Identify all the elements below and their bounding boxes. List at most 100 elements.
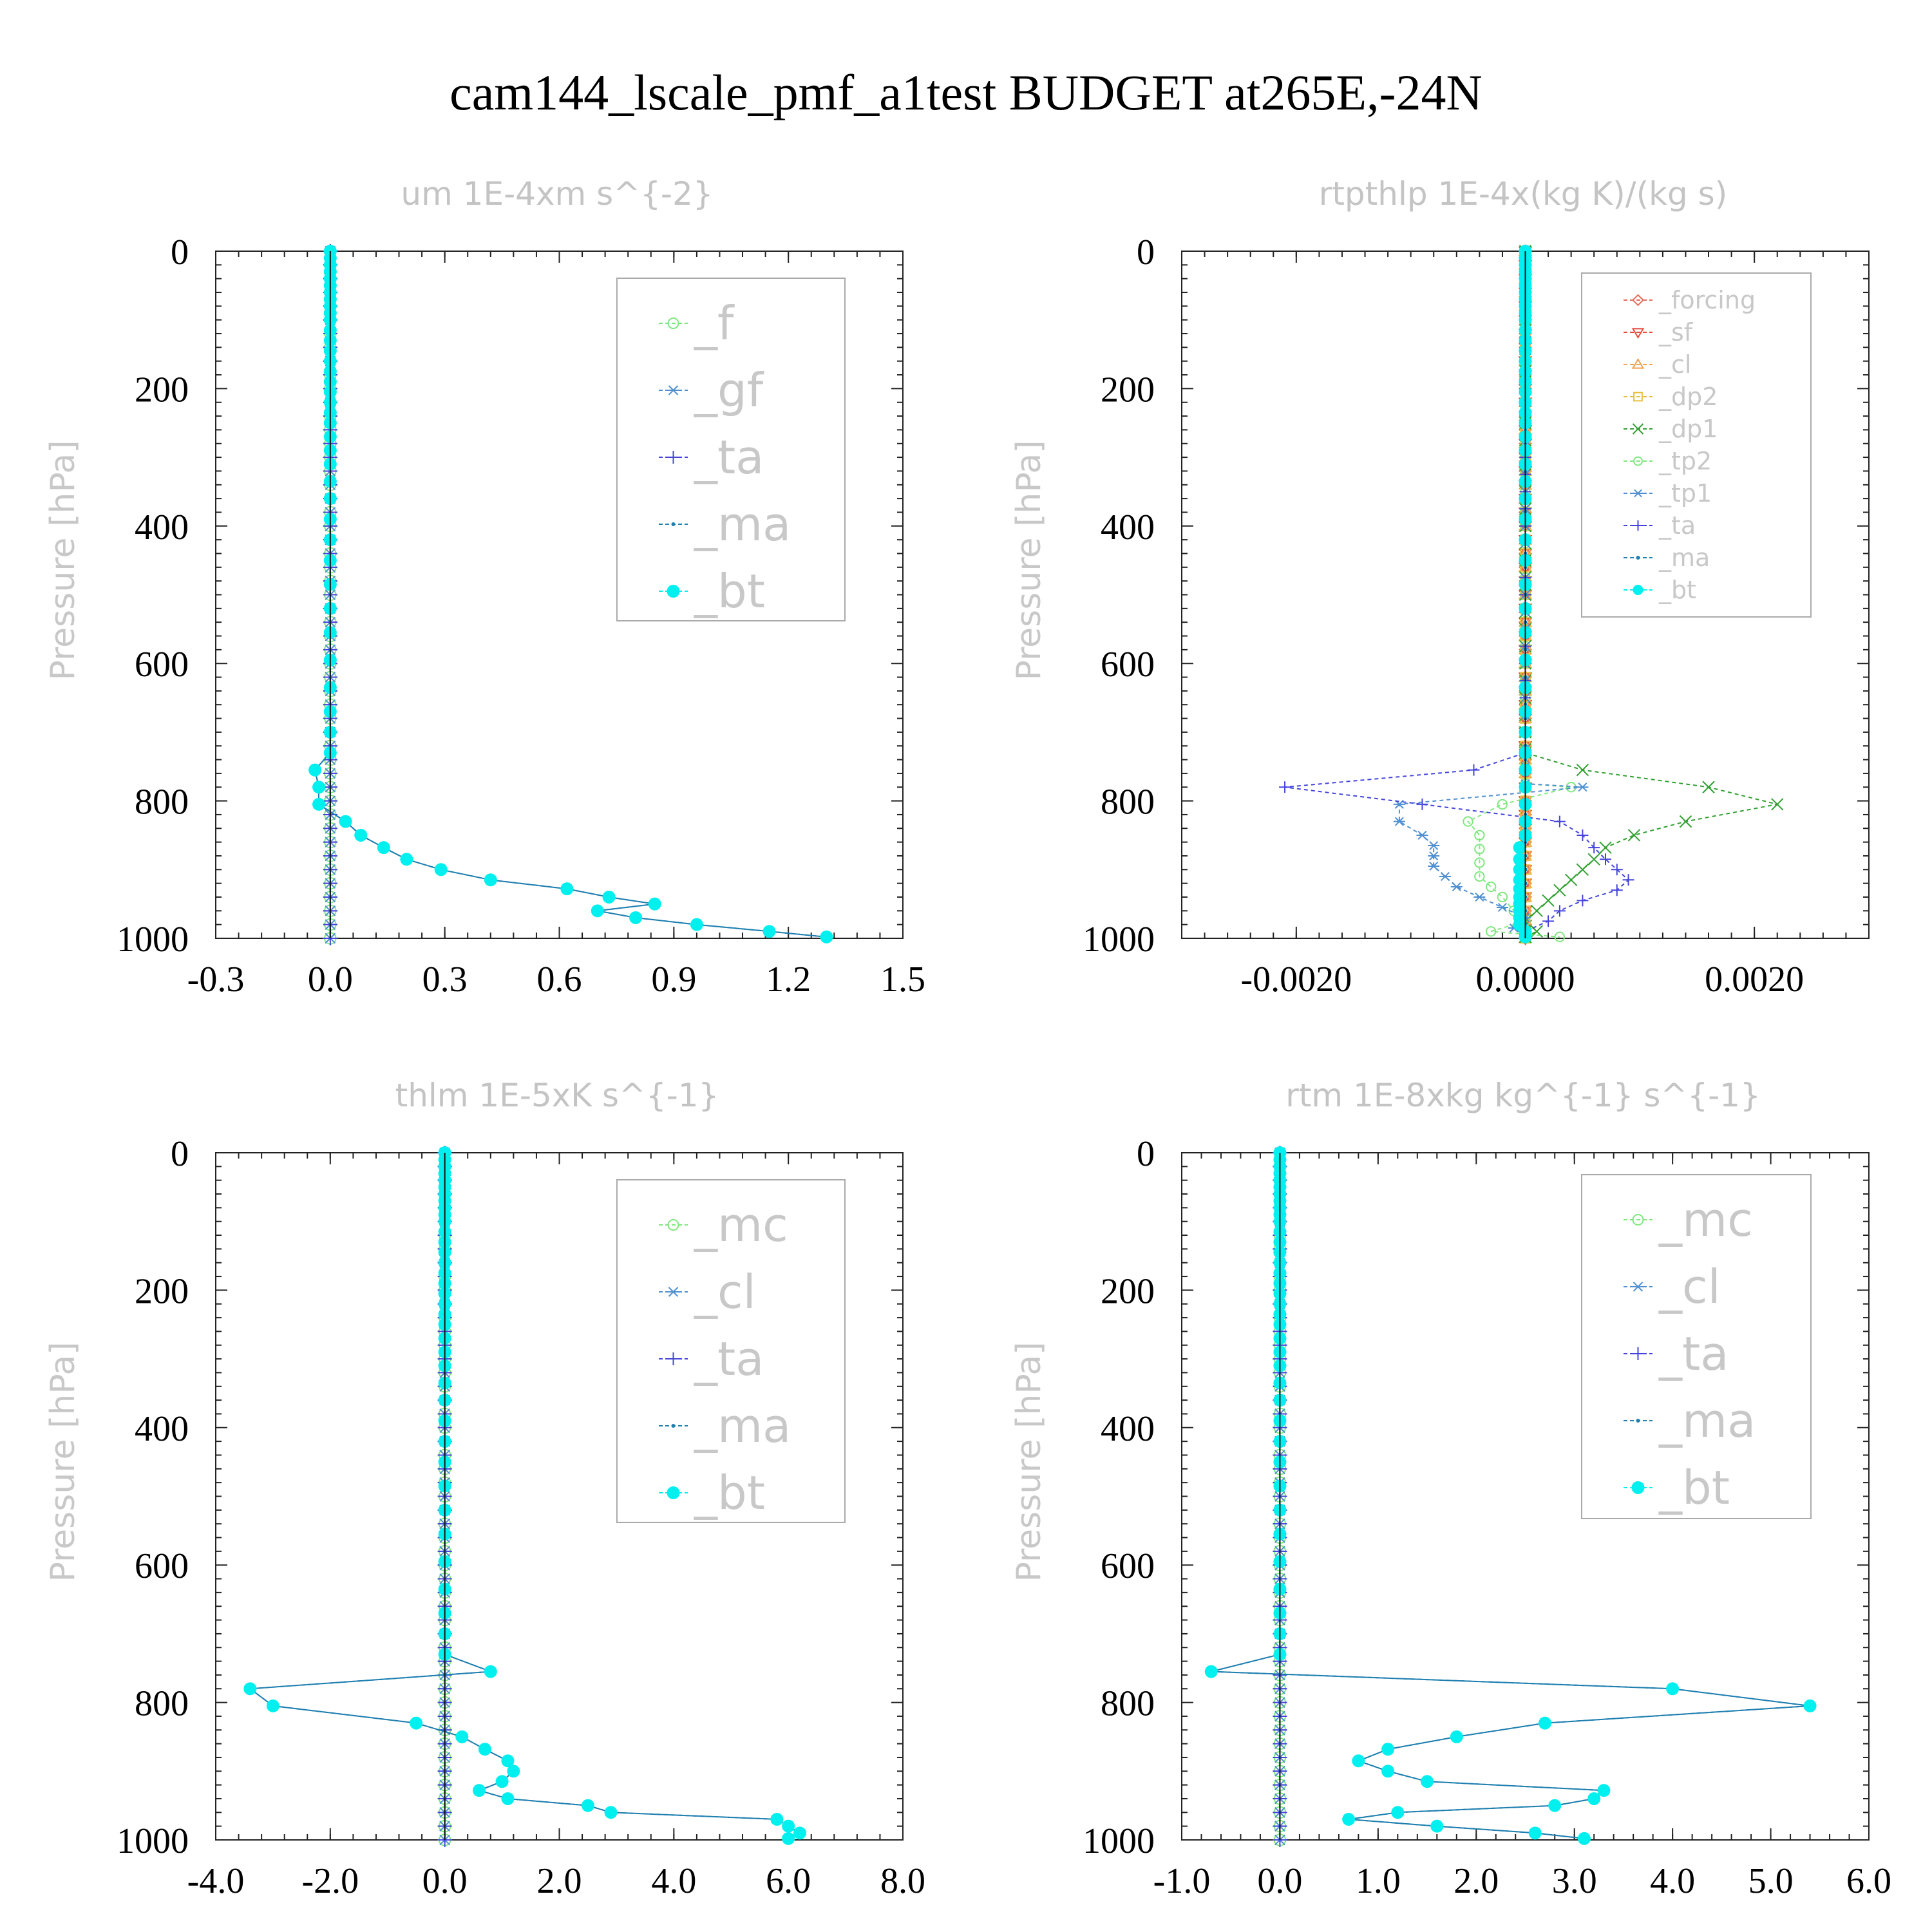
x-tick-label: 3.0 [1552, 1861, 1597, 1901]
bt-marker [591, 904, 604, 918]
circle-marker [1474, 871, 1485, 882]
asterisk-marker [1473, 892, 1486, 902]
legend-label: _dp1 [1658, 415, 1718, 443]
x-tick-label: -0.3 [187, 960, 245, 999]
asterisk-marker [1428, 851, 1440, 860]
bt-marker [1421, 1775, 1434, 1788]
x-tick-label: 1.0 [1356, 1861, 1401, 1901]
bt-marker [581, 1799, 594, 1812]
bt-marker [1391, 1806, 1405, 1819]
bt-marker [1577, 1832, 1591, 1845]
bt-marker [1633, 585, 1643, 595]
asterisk-marker [1633, 489, 1643, 498]
legend: _mc _cl _ta _ma _bt [616, 1179, 846, 1523]
series-bt [1513, 245, 1532, 943]
x-marker [1564, 873, 1578, 887]
bt-marker [629, 911, 643, 924]
x-tick-label: -0.0020 [1241, 960, 1352, 999]
circle-marker [1474, 857, 1485, 868]
bt-marker [1381, 1743, 1395, 1756]
panel-title: rtpthlp 1E-4x(kg K)/(kg s) [1319, 175, 1727, 213]
legend-label: _bt [694, 1466, 765, 1520]
bt-marker [1342, 1812, 1356, 1826]
bt-marker [266, 1699, 279, 1712]
bt-marker [762, 925, 776, 938]
bt-marker [793, 1826, 806, 1840]
bt-marker [473, 1784, 486, 1797]
series-line [1284, 251, 1630, 937]
rtm-budget-panel: rtm 1E-8xkg kg^{-1} s^{-1} Pressure [hPa… [1010, 1077, 1891, 1901]
panel-title: thlm 1E-5xK s^{-1} [395, 1077, 719, 1114]
x-marker [1771, 798, 1784, 811]
x-tick-label: -2.0 [302, 1861, 359, 1901]
bt-marker [1381, 1765, 1395, 1778]
legend-label: _ma [694, 497, 791, 551]
legend-label: _ta [694, 430, 764, 484]
x-tick-label: 0.9 [651, 960, 696, 999]
plus-marker [667, 451, 680, 464]
plus-marker [1588, 842, 1600, 854]
bt-marker [782, 1832, 795, 1845]
x-tick-label: 0.0000 [1476, 960, 1575, 999]
dot-marker [1636, 556, 1640, 560]
y-tick-label: 600 [135, 1546, 189, 1586]
panel-title: rtm 1E-8xkg kg^{-1} s^{-1} [1285, 1077, 1761, 1114]
bt-marker [1631, 1481, 1645, 1494]
bt-marker [312, 797, 326, 811]
bt-marker [1513, 873, 1526, 887]
circle-marker [1485, 926, 1497, 937]
x-tick-label: 0.6 [537, 960, 582, 999]
bt-marker [820, 930, 833, 943]
bt-marker [377, 841, 390, 855]
x-tick-label: 4.0 [651, 1861, 696, 1901]
bt-marker [478, 1743, 491, 1756]
legend-label: _ma [1658, 544, 1710, 572]
plus-marker [1611, 884, 1623, 896]
y-tick-label: 800 [1101, 1684, 1155, 1724]
legend-label: _bt [694, 564, 765, 618]
bt-marker [495, 1775, 509, 1788]
circle-marker [667, 1219, 679, 1231]
x-marker [1679, 815, 1692, 828]
y-tick-label: 0 [1137, 232, 1155, 272]
asterisk-marker [1450, 882, 1463, 891]
y-tick-label: 200 [135, 370, 189, 410]
asterisk-marker [1439, 871, 1452, 881]
x-tick-label: 1.2 [766, 960, 811, 999]
asterisk-marker [1428, 840, 1440, 850]
triangle-up-marker [1631, 358, 1645, 369]
y-tick-label: 1000 [117, 920, 189, 960]
x-tick-label: -4.0 [187, 1861, 245, 1901]
x-tick-label: 4.0 [1650, 1861, 1695, 1901]
bt-marker [690, 918, 703, 931]
asterisk-marker [1496, 902, 1508, 912]
circle-marker [1632, 1214, 1644, 1226]
circle-marker [1485, 881, 1497, 893]
bt-marker [339, 815, 352, 828]
plus-marker [1577, 895, 1589, 907]
bt-marker [604, 1806, 618, 1819]
legend-label: _cl [694, 1265, 756, 1319]
y-tick-label: 0 [171, 1134, 189, 1174]
bt-marker [1513, 863, 1526, 876]
bt-marker [667, 1486, 680, 1499]
legend-label: _gf [694, 363, 764, 417]
asterisk-marker [1577, 782, 1589, 792]
y-tick-label: 600 [1101, 1546, 1155, 1586]
legend-label: _tp1 [1658, 479, 1712, 507]
plus-marker [1622, 874, 1634, 886]
asterisk-marker [1428, 861, 1440, 871]
series-tp1 [1393, 246, 1589, 942]
legend-label: _ta [1658, 1327, 1728, 1381]
y-tick-label: 400 [1101, 1409, 1155, 1449]
bt-marker [434, 863, 448, 876]
plus-marker [1279, 781, 1291, 793]
bt-marker [1352, 1754, 1365, 1768]
circle-marker [1474, 829, 1485, 841]
bt-marker [484, 873, 497, 887]
bt-marker [770, 1812, 784, 1826]
square-marker [1633, 392, 1643, 402]
y-tick-label: 600 [135, 645, 189, 685]
legend-label: _ma [694, 1399, 791, 1453]
legend-box [616, 278, 846, 621]
